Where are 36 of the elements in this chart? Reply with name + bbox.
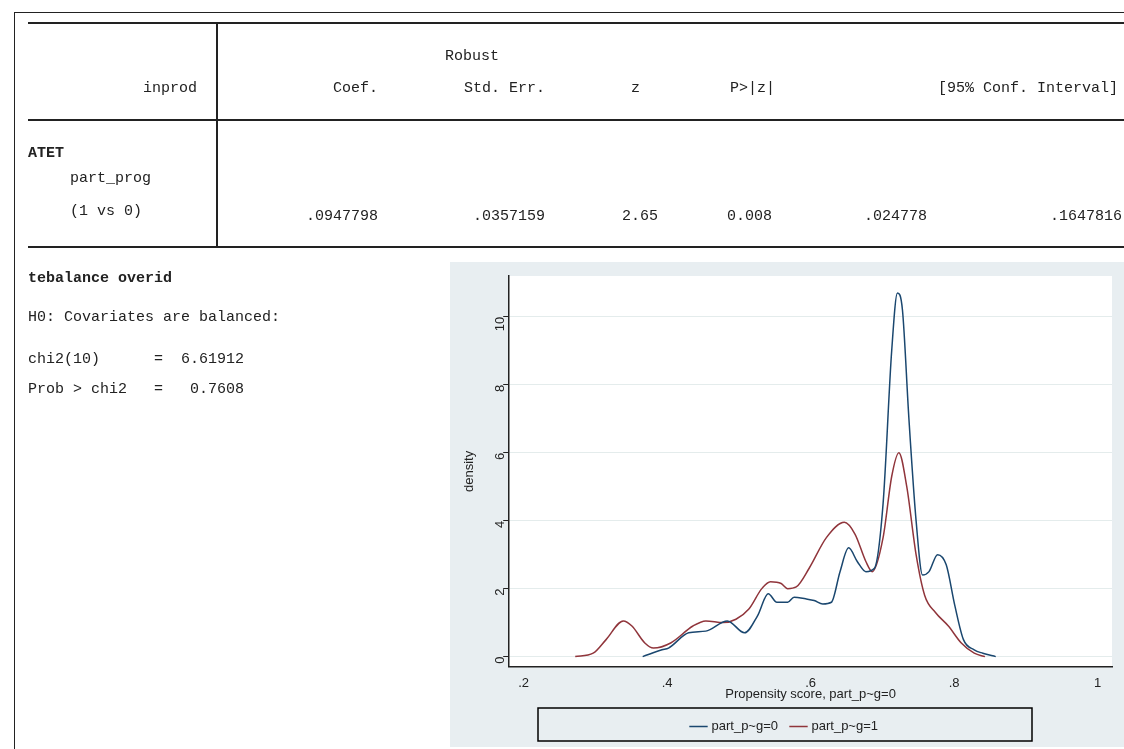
y-tick-label: 10 bbox=[491, 316, 507, 332]
text: .1647816 bbox=[1049, 208, 1122, 226]
text: ATET bbox=[28, 145, 65, 163]
x-tick-label: .2 bbox=[518, 675, 529, 691]
line-series bbox=[574, 451, 986, 658]
x-tick-label: .6 bbox=[805, 675, 817, 691]
text: part_prog bbox=[70, 170, 152, 188]
text: Std. Err. bbox=[463, 80, 545, 98]
text: z bbox=[630, 80, 640, 98]
x-tick-label: .4 bbox=[661, 675, 673, 691]
text: .0357159 bbox=[472, 208, 545, 226]
text: 0.008 bbox=[726, 208, 772, 226]
text: .024778 bbox=[863, 208, 927, 226]
legend-label: part_p~g=0 bbox=[711, 718, 779, 734]
y-tick-label: 8 bbox=[491, 384, 507, 392]
y-tick-label: 4 bbox=[491, 520, 507, 528]
text: P>|z| bbox=[729, 80, 775, 98]
text: H0: Covariates are balanced: bbox=[28, 309, 281, 327]
y-axis-title: density bbox=[461, 450, 477, 492]
text: Coef. bbox=[332, 80, 378, 98]
y-tick-label: 2 bbox=[491, 588, 507, 596]
y-tick-label: 6 bbox=[491, 452, 507, 460]
text: (1 vs 0) bbox=[70, 203, 143, 221]
text: inprod bbox=[142, 80, 197, 98]
x-tick-label: .8 bbox=[948, 675, 960, 691]
text: Prob > chi2 = 0.7608 bbox=[28, 381, 245, 399]
y-tick-label: 0 bbox=[491, 656, 507, 664]
text: [95% Conf. Interval] bbox=[937, 80, 1118, 98]
text: .0947798 bbox=[305, 208, 378, 226]
legend-label: part_p~g=1 bbox=[811, 718, 879, 734]
text: tebalance overid bbox=[28, 270, 173, 288]
line-series bbox=[641, 292, 997, 658]
text: 2.65 bbox=[621, 208, 658, 226]
text: chi2(10) = 6.61912 bbox=[28, 351, 245, 369]
text: Robust bbox=[444, 48, 500, 66]
x-tick-label: 1 bbox=[1094, 675, 1102, 691]
